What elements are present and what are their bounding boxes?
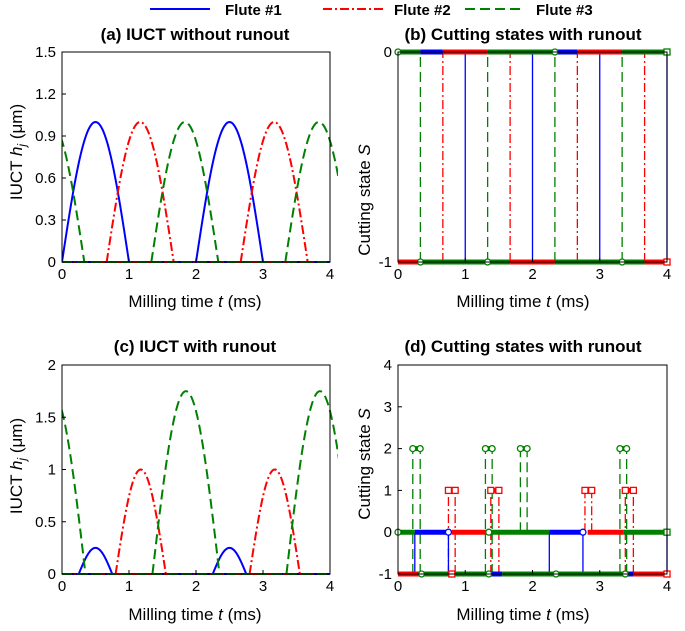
panel-a-plot: 0 1 2 3 4 0 0.3 0.6 0.9 1.2 1.5 xyxy=(35,44,338,283)
panel-b-xlabel: Milling time t (ms) xyxy=(456,292,589,311)
panel-a-xlabel: Milling time t (ms) xyxy=(128,292,261,311)
panel-d-ytick-label: 2 xyxy=(384,441,392,458)
panel-c-ytick-label: 2 xyxy=(48,357,56,374)
panel-b-xtick-label: 3 xyxy=(596,266,604,283)
panel-c-series xyxy=(62,390,338,575)
series-flute3-arc xyxy=(151,390,221,575)
panel-c-ytick-label: 1.5 xyxy=(35,409,56,426)
state-marker-flute1 xyxy=(579,528,587,536)
panel-d-ytick-label: 3 xyxy=(384,399,392,416)
panel-d-ytick-label: 1 xyxy=(384,482,392,499)
panel-d-xtick-label: 1 xyxy=(461,578,469,595)
series-flute2-arc xyxy=(114,468,167,575)
series-flute2-arc xyxy=(105,120,175,263)
panel-d-ytick-label: -1 xyxy=(379,566,392,583)
panel-b-ytick-label: -1 xyxy=(379,254,392,271)
panel-c-xtick-label: 0 xyxy=(58,578,66,595)
panel-b-xtick-label: 4 xyxy=(663,266,671,283)
panel-a-title: (a) IUCT without runout xyxy=(101,25,290,44)
panel-c-xlabel: Milling time t (ms) xyxy=(128,605,261,624)
panel-a-ytick-label: 1.5 xyxy=(35,44,56,61)
panel-a-ytick-label: 0.9 xyxy=(35,128,56,145)
panel-a-xtick-label: 3 xyxy=(259,266,267,283)
series-flute2-arc xyxy=(248,468,301,575)
panel-b-xtick-label: 2 xyxy=(528,266,536,283)
panel-d-xlabel: Milling time t (ms) xyxy=(456,605,589,624)
state-marker-flute3 xyxy=(409,444,417,453)
panel-b-plot: 0 1 2 3 4-10 xyxy=(379,44,672,283)
state-marker-flute3 xyxy=(481,444,490,453)
panel-b-xtick-label: 0 xyxy=(394,266,402,283)
legend-label-flute1: Flute #1 xyxy=(225,2,282,19)
legend: Flute #1 Flute #2 Flute #3 xyxy=(150,2,593,19)
legend-label-flute3: Flute #3 xyxy=(536,2,593,19)
panel-c-xtick-label: 4 xyxy=(326,578,334,595)
state-marker-flute3 xyxy=(485,528,493,536)
state-marker-flute3 xyxy=(623,444,631,453)
panel-c-frame xyxy=(61,364,331,575)
state-marker-flute3 xyxy=(616,444,624,453)
panel-b-series xyxy=(398,49,668,265)
series-flute3-arc xyxy=(150,120,220,263)
panel-d-ytick-label: 0 xyxy=(384,524,392,541)
series-flute1-arc xyxy=(195,120,264,263)
panel-a-ytick-label: 1.2 xyxy=(35,86,56,103)
panel-b-ylabel: Cutting state S xyxy=(355,144,374,256)
panel-d-xtick-label: 3 xyxy=(596,578,604,595)
state-marker-flute2 xyxy=(588,486,596,495)
state-marker-flute2 xyxy=(621,486,629,495)
state-marker-flute2 xyxy=(581,486,589,495)
series-flute2-arc xyxy=(239,120,309,263)
state-marker-flute3 xyxy=(516,444,525,453)
state-marker-flute2 xyxy=(444,486,453,495)
panel-b-ytick-label: 0 xyxy=(384,44,392,61)
state-marker-flute3 xyxy=(523,444,531,453)
state-marker-flute2 xyxy=(487,486,495,495)
panel-a-ytick-label: 0.3 xyxy=(35,212,56,229)
panel-d-series xyxy=(398,446,668,577)
panel-c-ytick-label: 0.5 xyxy=(35,514,56,531)
panel-a-ylabel: IUCT hj (μm) xyxy=(7,104,29,200)
panel-a-series xyxy=(62,120,338,263)
panel-a-xtick-label: 4 xyxy=(326,266,334,283)
panel-a-xtick-label: 1 xyxy=(125,266,133,283)
panel-c-xtick-label: 2 xyxy=(192,578,200,595)
panel-a-xtick-label: 0 xyxy=(58,266,66,283)
panel-c-title: (c) IUCT with runout xyxy=(114,337,277,356)
panel-c-ytick-label: 0 xyxy=(48,566,56,583)
panel-b-xtick-label: 1 xyxy=(461,266,469,283)
state-marker-flute3 xyxy=(416,444,424,453)
panel-d-xtick-label: 2 xyxy=(528,578,536,595)
panel-a-ytick-label: 0 xyxy=(48,254,56,271)
panel-c-plot: 0 1 2 3 4 0 0.5 1 1.5 2 xyxy=(35,357,338,595)
panel-a-frame xyxy=(61,51,331,263)
state-marker-flute2 xyxy=(451,486,459,495)
state-marker-flute2 xyxy=(495,486,503,495)
state-marker-flute2 xyxy=(629,486,638,495)
panel-d-ytick-label: 4 xyxy=(384,357,392,374)
panel-d-xtick-label: 0 xyxy=(394,578,402,595)
state-marker-flute3 xyxy=(488,444,496,453)
panel-c-xtick-label: 3 xyxy=(259,578,267,595)
panel-d-ylabel: Cutting state S xyxy=(355,408,374,520)
series-flute3-arc xyxy=(284,120,338,263)
series-flute3-arc xyxy=(285,390,338,575)
panel-c-ylabel: IUCT hj (μm) xyxy=(7,418,29,514)
series-flute1-arc xyxy=(62,120,130,263)
panel-d-xtick-label: 4 xyxy=(663,578,671,595)
panel-d-frame xyxy=(397,364,668,575)
state-marker-flute1 xyxy=(444,528,453,536)
panel-c-xtick-label: 1 xyxy=(125,578,133,595)
panel-c-ytick-label: 1 xyxy=(48,462,56,479)
panel-b-frame xyxy=(397,51,668,263)
panel-a-xtick-label: 2 xyxy=(192,266,200,283)
panel-b-title: (b) Cutting states with runout xyxy=(404,25,641,44)
panel-d-title: (d) Cutting states with runout xyxy=(404,337,641,356)
legend-label-flute2: Flute #2 xyxy=(394,2,451,19)
panel-a-ytick-label: 0.6 xyxy=(35,170,56,187)
